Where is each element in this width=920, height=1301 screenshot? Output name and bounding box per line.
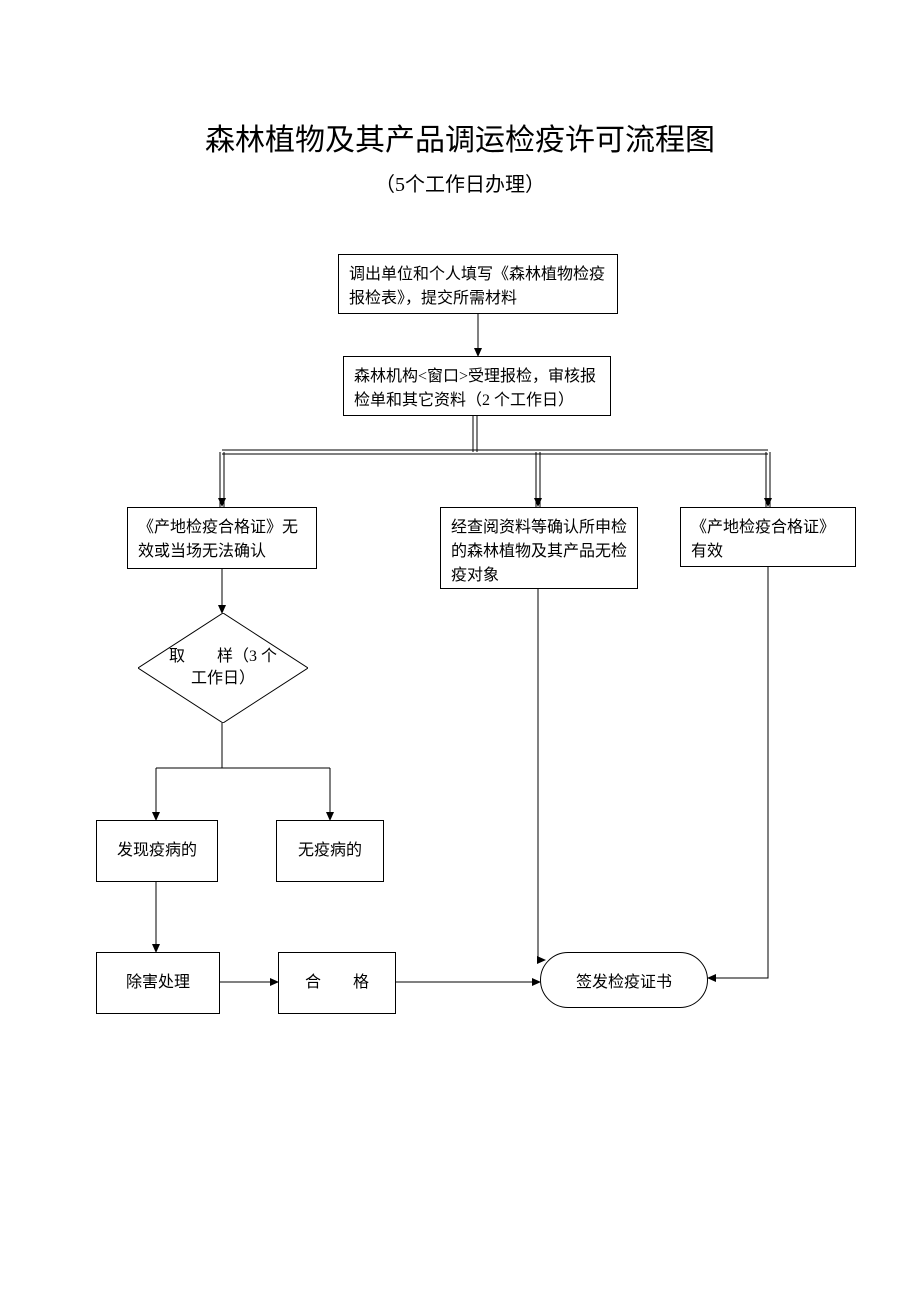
flow-node-n5a: 发现疫病的 (96, 820, 218, 882)
flow-node-n3c: 《产地检疫合格证》有效 (680, 507, 856, 567)
flow-node-n6a: 除害处理 (96, 952, 220, 1014)
flow-node-n6b: 合 格 (278, 952, 396, 1014)
page-title: 森林植物及其产品调运检疫许可流程图 (0, 115, 920, 159)
flow-node-n7: 签发检疫证书 (540, 952, 708, 1008)
flow-node-n5b: 无疫病的 (276, 820, 384, 882)
flow-node-n4: 取 样（3 个工作日） (138, 613, 308, 723)
flow-node-n2: 森林机构<窗口>受理报检，审核报检单和其它资料（2 个工作日） (343, 356, 611, 416)
page-subtitle: （5个工作日办理） (0, 168, 920, 197)
flow-node-n3a: 《产地检疫合格证》无效或当场无法确认 (127, 507, 317, 569)
flow-node-n1: 调出单位和个人填写《森林植物检疫报检表》，提交所需材料 (338, 254, 618, 314)
subtitle-text: （5个工作日办理） (375, 174, 545, 196)
flow-node-n3b: 经查阅资料等确认所申检的森林植物及其产品无检疫对象 (440, 507, 638, 589)
title-text: 森林植物及其产品调运检疫许可流程图 (205, 124, 715, 157)
